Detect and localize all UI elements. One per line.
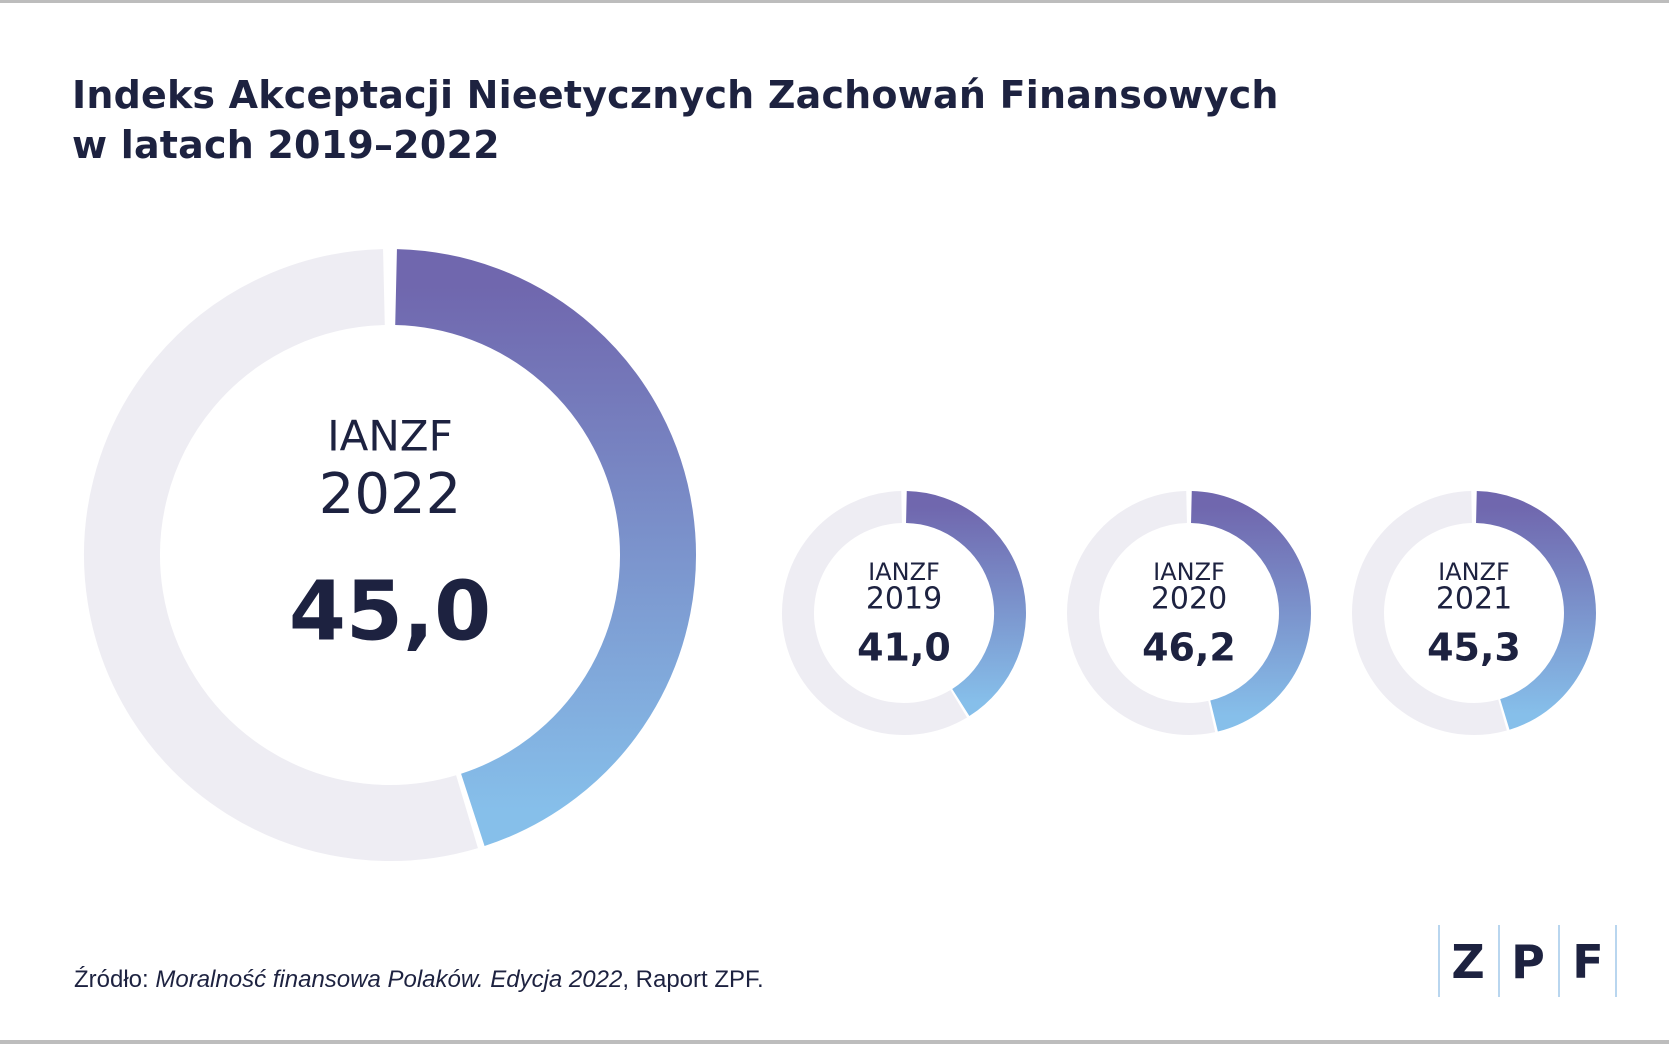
donut-value-2022: 45,0	[289, 564, 491, 659]
logo-letter-p: P	[1511, 935, 1545, 989]
donut-year-2020: 2020	[1151, 582, 1227, 617]
donut-value-arc-2022	[394, 249, 696, 847]
donut-year-2019: 2019	[866, 582, 942, 617]
top-border	[0, 0, 1669, 3]
donut-value-arc-2020	[1190, 491, 1311, 732]
zpf-logo: Z P F	[1438, 925, 1618, 997]
donut-value-2020: 46,2	[1142, 626, 1236, 670]
donut-label-2022: IANZF	[327, 412, 452, 461]
chart-title-line-2: w latach 2019–2022	[72, 123, 500, 167]
source-title: Moralność finansowa Polaków. Edycja 2022	[155, 966, 623, 993]
logo-letter-z: Z	[1451, 935, 1485, 989]
logo-divider	[1558, 925, 1560, 997]
chart-title-line-1: Indeks Akceptacji Nieetycznych Zachowań …	[72, 73, 1279, 117]
chart-title: Indeks Akceptacji Nieetycznych Zachowań …	[72, 70, 1572, 170]
source-note: Źródło: Moralność finansowa Polaków. Edy…	[74, 966, 764, 994]
donut-track-2022	[84, 249, 478, 861]
donut-label-2021: IANZF	[1438, 558, 1510, 586]
donut-value-arc-2021	[1475, 491, 1596, 730]
logo-letter-f: F	[1572, 935, 1604, 989]
donut-value-2019: 41,0	[857, 626, 951, 670]
donut-value-arc-2019	[905, 491, 1026, 716]
donut-value-2021: 45,3	[1427, 626, 1521, 670]
donut-track-2019	[782, 491, 967, 735]
donut-label-2019: IANZF	[868, 558, 940, 586]
bottom-border	[0, 1040, 1669, 1044]
donut-year-2021: 2021	[1436, 582, 1512, 617]
logo-divider	[1438, 925, 1440, 997]
logo-divider	[1498, 925, 1500, 997]
donut-track-2021	[1352, 491, 1507, 735]
source-suffix: , Raport ZPF.	[622, 966, 764, 993]
logo-divider	[1615, 925, 1617, 997]
donut-track-2020	[1067, 491, 1216, 735]
donut-label-2020: IANZF	[1153, 558, 1225, 586]
source-prefix: Źródło:	[74, 966, 156, 993]
donut-year-2022: 2022	[319, 462, 462, 527]
